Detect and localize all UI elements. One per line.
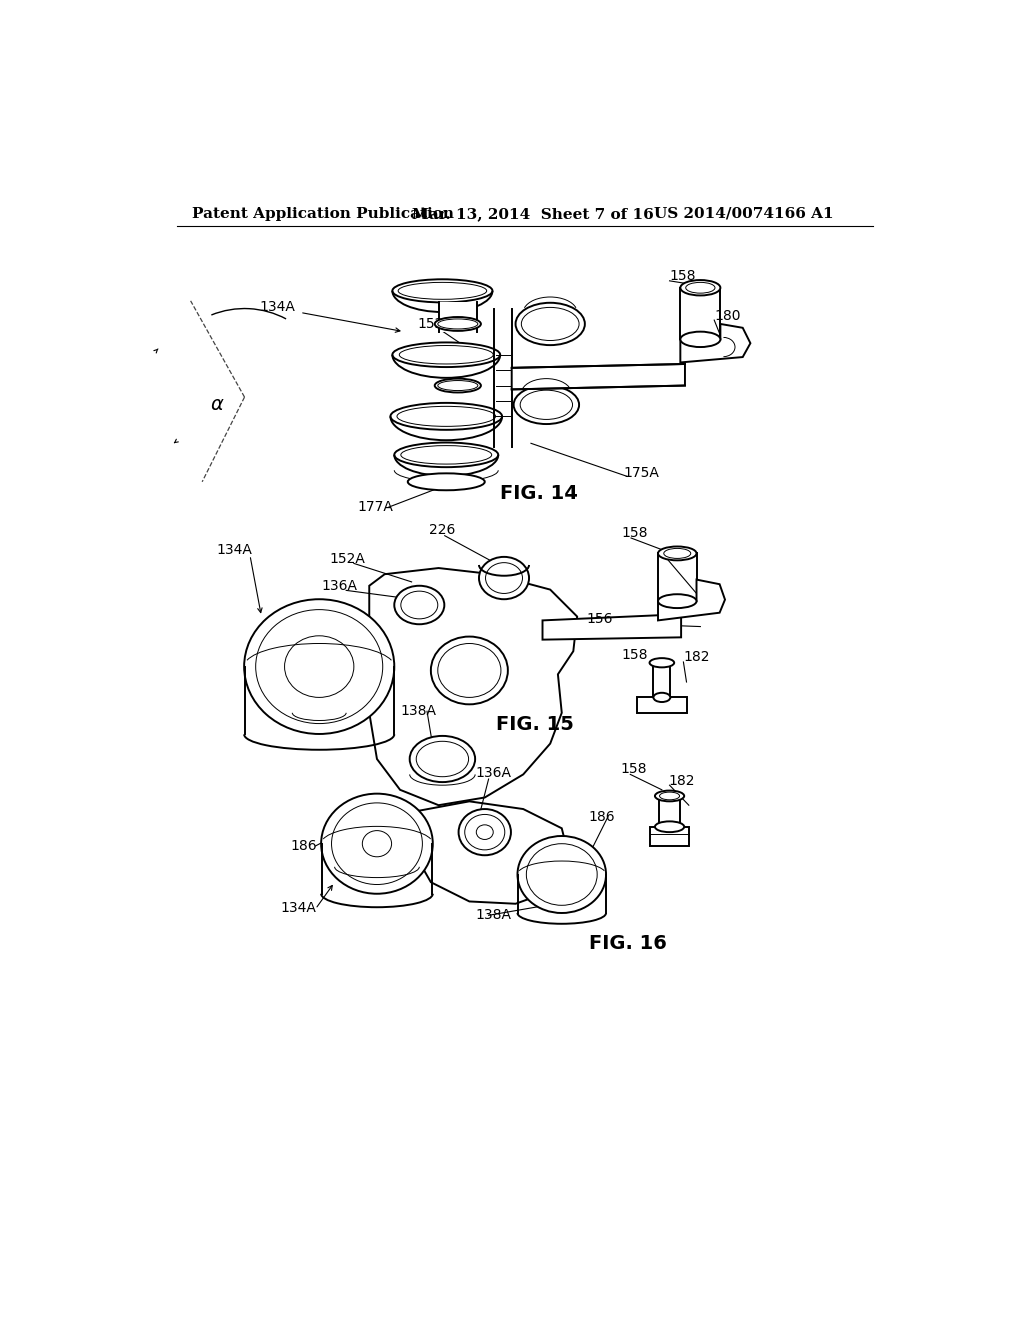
Polygon shape xyxy=(416,801,569,904)
Text: 138A: 138A xyxy=(400,705,436,718)
Text: 177A: 177A xyxy=(357,500,393,515)
Text: 136A: 136A xyxy=(322,578,357,593)
Text: FIG. 15: FIG. 15 xyxy=(497,715,574,734)
Text: 134A: 134A xyxy=(259,300,295,314)
Ellipse shape xyxy=(658,594,696,609)
Text: 182: 182 xyxy=(668,774,694,788)
Text: 136A: 136A xyxy=(475,766,512,780)
Text: Patent Application Publication: Patent Application Publication xyxy=(193,207,455,220)
Polygon shape xyxy=(637,697,686,713)
Ellipse shape xyxy=(392,280,493,302)
Ellipse shape xyxy=(435,317,481,331)
Text: FIG. 14: FIG. 14 xyxy=(500,484,578,503)
Text: 158: 158 xyxy=(670,269,696,284)
Ellipse shape xyxy=(658,546,696,561)
Ellipse shape xyxy=(680,280,720,296)
Ellipse shape xyxy=(655,821,684,832)
Ellipse shape xyxy=(394,586,444,624)
Polygon shape xyxy=(512,364,685,389)
Ellipse shape xyxy=(394,442,499,467)
Ellipse shape xyxy=(479,557,529,599)
Text: 156: 156 xyxy=(587,612,613,626)
Text: 134A: 134A xyxy=(281,900,316,915)
Ellipse shape xyxy=(410,737,475,781)
Text: 186: 186 xyxy=(589,809,615,824)
Text: 180: 180 xyxy=(714,309,740,323)
Ellipse shape xyxy=(515,302,585,345)
Ellipse shape xyxy=(392,342,500,367)
Ellipse shape xyxy=(390,403,502,430)
Polygon shape xyxy=(543,614,681,640)
Text: 158: 158 xyxy=(622,648,648,663)
Text: 152A: 152A xyxy=(330,552,366,566)
Ellipse shape xyxy=(435,379,481,392)
Ellipse shape xyxy=(680,331,720,347)
Ellipse shape xyxy=(514,385,580,424)
Text: $\alpha$: $\alpha$ xyxy=(210,395,224,414)
Ellipse shape xyxy=(517,836,606,913)
Text: FIG. 16: FIG. 16 xyxy=(589,935,667,953)
Ellipse shape xyxy=(322,793,433,894)
Text: US 2014/0074166 A1: US 2014/0074166 A1 xyxy=(654,207,834,220)
Polygon shape xyxy=(370,568,578,805)
Polygon shape xyxy=(680,323,751,363)
Text: 226: 226 xyxy=(429,523,456,537)
Ellipse shape xyxy=(431,636,508,705)
Text: 182: 182 xyxy=(683,651,710,664)
Text: Mar. 13, 2014  Sheet 7 of 16: Mar. 13, 2014 Sheet 7 of 16 xyxy=(412,207,653,220)
Polygon shape xyxy=(438,302,477,331)
Text: 134A: 134A xyxy=(217,543,253,557)
Ellipse shape xyxy=(649,659,674,668)
Text: 152A: 152A xyxy=(417,317,453,331)
Text: 156: 156 xyxy=(714,337,740,350)
Text: 158: 158 xyxy=(621,527,647,540)
Polygon shape xyxy=(650,826,689,846)
Text: 158: 158 xyxy=(621,762,647,776)
Ellipse shape xyxy=(459,809,511,855)
Ellipse shape xyxy=(408,474,484,490)
Ellipse shape xyxy=(653,693,671,702)
Text: 175A: 175A xyxy=(624,466,659,479)
Ellipse shape xyxy=(244,599,394,734)
Ellipse shape xyxy=(655,791,684,801)
Text: 138A: 138A xyxy=(475,908,512,923)
Text: 186: 186 xyxy=(291,840,317,853)
Text: 180: 180 xyxy=(665,546,690,561)
Polygon shape xyxy=(658,579,725,620)
